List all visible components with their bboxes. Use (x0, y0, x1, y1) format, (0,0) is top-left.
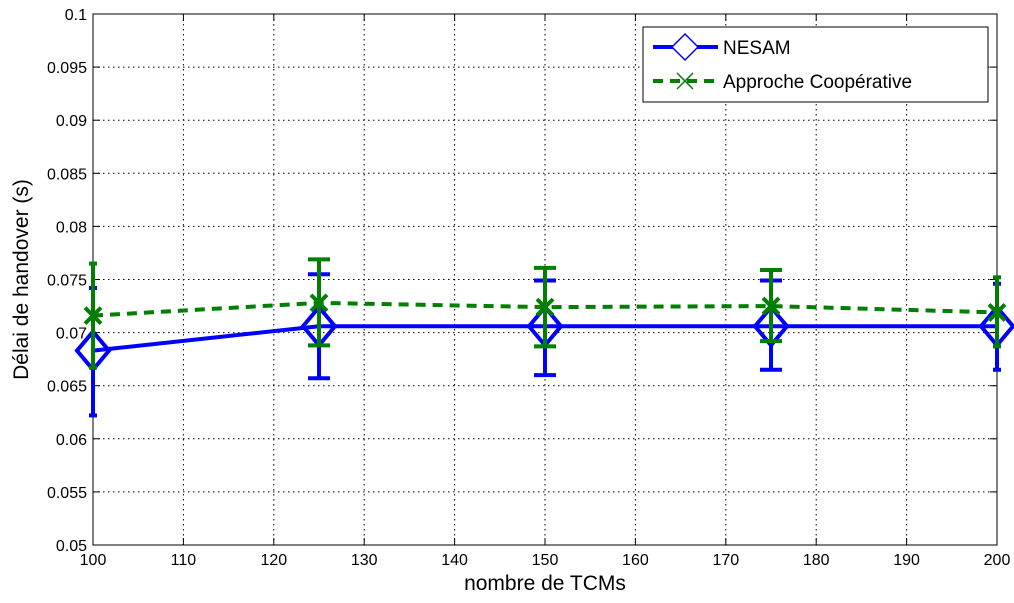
series-line (92, 300, 998, 318)
x-tick-label: 120 (260, 552, 287, 569)
y-tick-label: 0.065 (47, 379, 87, 396)
y-tick-label: 0.1 (65, 7, 87, 24)
data-point (83, 306, 103, 326)
legend: NESAM Approche Coopérative (642, 26, 989, 103)
x-tick-label: 180 (803, 552, 830, 569)
x-tick-label: 100 (80, 552, 107, 569)
y-tick-label: 0.055 (47, 485, 87, 502)
data-point (987, 303, 1007, 322)
data-point (74, 328, 112, 373)
y-axis-label: Délai de handover (s) (10, 179, 33, 380)
series-layer (74, 257, 1014, 418)
x-tick-label: 170 (712, 552, 739, 569)
x-tick-label: 200 (984, 552, 1011, 569)
legend-label: NESAM (723, 38, 791, 59)
x-cross-icon (676, 72, 694, 90)
x-tick-label: 190 (893, 552, 920, 569)
x-tick-label: 160 (622, 552, 649, 569)
data-point (535, 297, 555, 317)
diamond-icon (670, 32, 700, 62)
y-tick-label: 0.085 (47, 166, 87, 183)
y-tick-label: 0.05 (56, 538, 87, 555)
y-tick-label: 0.095 (47, 60, 87, 77)
legend-label: Approche Coopérative (723, 72, 912, 93)
x-tick-label: 130 (351, 552, 378, 569)
y-tick-label: 0.09 (56, 113, 87, 130)
legend-box (642, 26, 989, 103)
x-tick-label: 150 (532, 552, 559, 569)
x-tick-label: 140 (441, 552, 468, 569)
y-tick-label: 0.06 (56, 432, 87, 449)
y-tick-label: 0.08 (56, 219, 87, 236)
axis-ticks: 100 110 120 130 140 150 160 170 180 190 200 0.05 0.0… (47, 7, 1010, 569)
y-tick-label: 0.07 (56, 326, 87, 343)
data-point (752, 304, 790, 349)
x-axis-label: nombre de TCMs (464, 572, 626, 595)
data-point (761, 296, 781, 316)
x-tick-label: 110 (171, 552, 197, 569)
data-point (309, 293, 329, 313)
series-approche-cooperative (83, 257, 1007, 370)
y-tick-label: 0.075 (47, 273, 87, 290)
